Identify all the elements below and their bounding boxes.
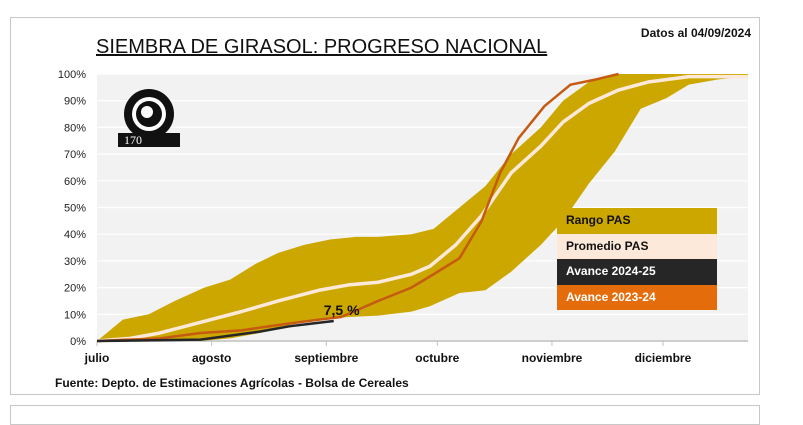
y-tick-label: 10% bbox=[64, 309, 86, 321]
x-tick-label-octubre: octubre bbox=[415, 351, 459, 365]
x-tick-label-diciembre: diciembre bbox=[635, 351, 692, 365]
x-tick-label-noviembre: noviembre bbox=[522, 351, 583, 365]
legend-avance-2024-25: Avance 2024-25 bbox=[557, 259, 717, 285]
avance-2024-25-line bbox=[96, 319, 334, 343]
x-tick-label-julio: julio bbox=[84, 351, 110, 365]
y-tick-label: 60% bbox=[64, 176, 86, 188]
date-note: Datos al 04/09/2024 bbox=[640, 26, 751, 40]
y-tick-label: 100% bbox=[58, 69, 86, 81]
legend-promedio-pas: Promedio PAS bbox=[557, 233, 717, 259]
y-tick-label: 30% bbox=[64, 256, 86, 268]
annotation-7-5-percent: 7,5 % bbox=[324, 302, 360, 318]
svg-text:170: 170 bbox=[124, 133, 142, 147]
bolsa-de-cereales-logo: 170 bbox=[114, 87, 184, 153]
chart-legend: Rango PAS Promedio PAS Avance 2024-25 Av… bbox=[557, 208, 717, 310]
y-tick-label: 20% bbox=[64, 283, 86, 295]
legend-avance-2023-24: Avance 2023-24 bbox=[557, 284, 717, 310]
y-tick-label: 50% bbox=[64, 203, 86, 215]
x-tick-label-septiembre: septiembre bbox=[294, 351, 358, 365]
y-tick-label: 40% bbox=[64, 229, 86, 241]
x-tick-label-agosto: agosto bbox=[192, 351, 231, 365]
rango-pas-band bbox=[97, 74, 748, 341]
source-note: Fuente: Depto. de Estimaciones Agrícolas… bbox=[55, 376, 409, 390]
y-tick-label: 0% bbox=[70, 336, 86, 348]
promedio-pas-line bbox=[96, 74, 748, 343]
chart-title: SIEMBRA DE GIRASOL: PROGRESO NACIONAL bbox=[96, 36, 548, 58]
y-tick-label: 70% bbox=[64, 149, 86, 161]
chart-frame bbox=[10, 17, 760, 395]
y-tick-label: 90% bbox=[64, 96, 86, 108]
avance-2023-24-line bbox=[96, 72, 619, 343]
legend-rango-pas: Rango PAS bbox=[557, 208, 717, 234]
y-tick-label: 80% bbox=[64, 122, 86, 134]
